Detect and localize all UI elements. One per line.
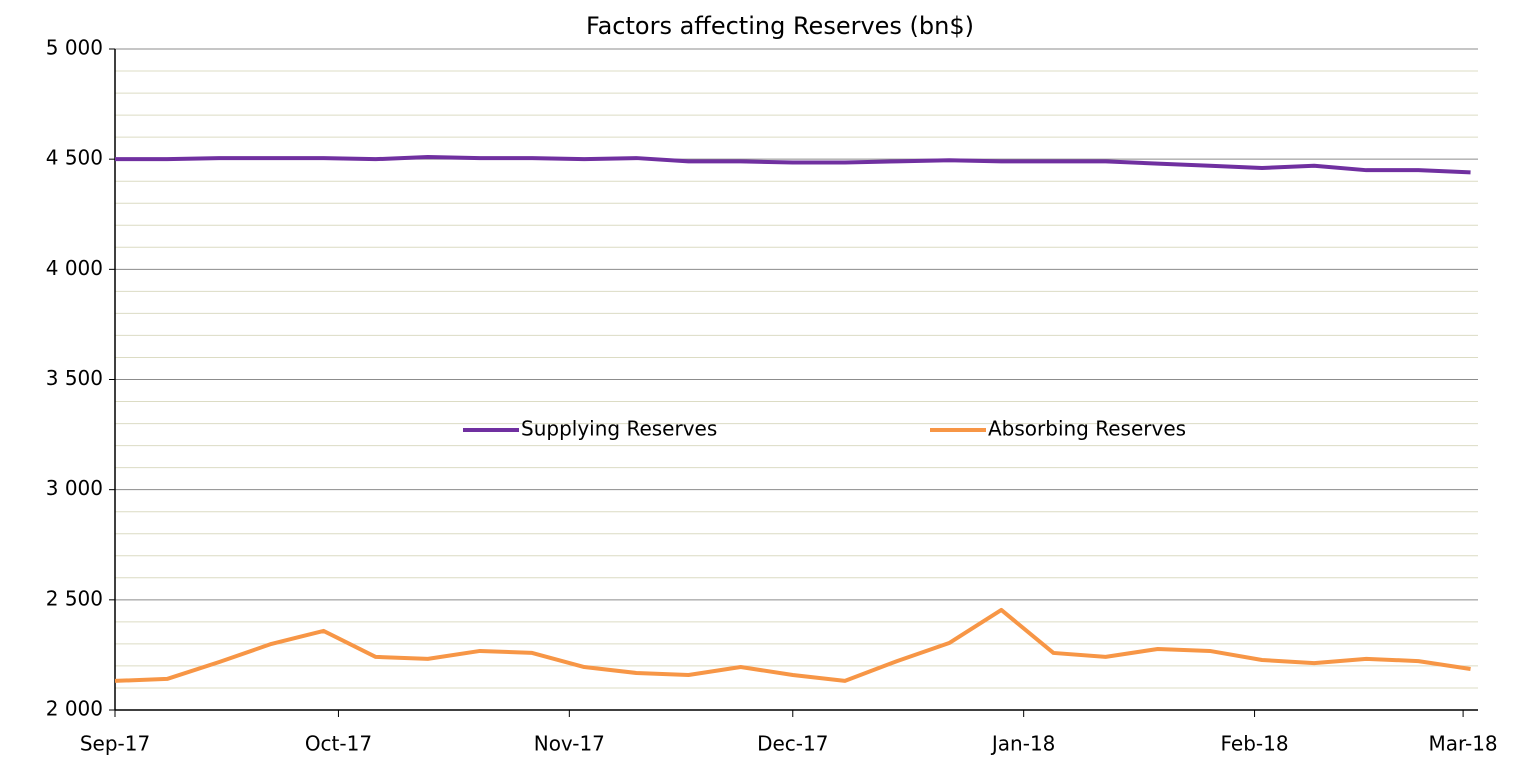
- y-tick-label: 3 000: [46, 476, 103, 500]
- y-tick-label: 2 000: [46, 697, 103, 721]
- y-tick-label: 2 500: [46, 586, 103, 610]
- y-tick-label: 4 500: [46, 146, 103, 170]
- legend-label: Supplying Reserves: [521, 417, 717, 441]
- x-tick-label: Sep-17: [80, 732, 150, 756]
- x-tick-label: Nov-17: [534, 732, 605, 756]
- x-tick-label: Jan-18: [990, 732, 1056, 756]
- y-tick-label: 3 500: [46, 366, 103, 390]
- legend-label: Absorbing Reserves: [988, 417, 1186, 441]
- x-tick-label: Feb-18: [1221, 732, 1289, 756]
- series-line: [114, 607, 1471, 683]
- x-tick-label: Dec-17: [757, 732, 828, 756]
- x-tick-label: Oct-17: [305, 732, 372, 756]
- x-tick-label: Mar-18: [1429, 732, 1498, 756]
- series-line: [115, 154, 1471, 175]
- y-tick-label: 5 000: [46, 36, 103, 60]
- y-tick-label: 4 000: [46, 256, 103, 280]
- chart-title: Factors affecting Reserves (bn$): [586, 12, 974, 40]
